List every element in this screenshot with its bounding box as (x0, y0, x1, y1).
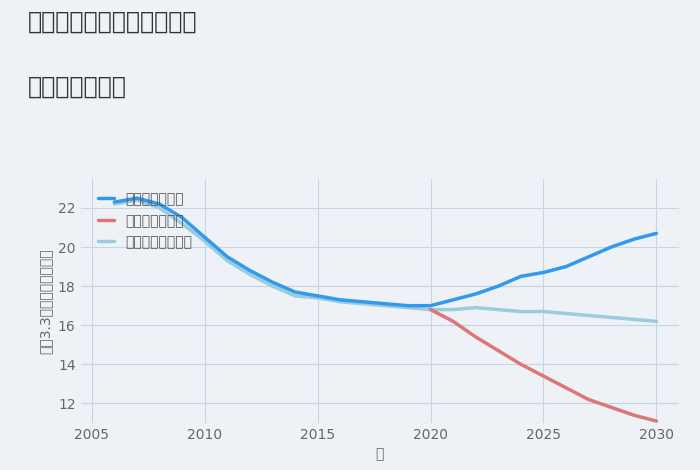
ノーマルシナリオ (449, 307, 457, 313)
ノーマルシナリオ (268, 283, 277, 289)
グッドシナリオ (629, 236, 638, 242)
ノーマルシナリオ (629, 317, 638, 322)
バッドシナリオ (517, 361, 525, 367)
バッドシナリオ (449, 319, 457, 324)
Y-axis label: 坪（3.3㎡）単価（万円）: 坪（3.3㎡）単価（万円） (38, 248, 52, 353)
グッドシナリオ (223, 254, 232, 259)
ノーマルシナリオ (426, 307, 435, 313)
グッドシナリオ (314, 293, 322, 299)
ノーマルシナリオ (562, 311, 570, 316)
バッドシナリオ (494, 348, 503, 353)
グッドシナリオ (336, 297, 344, 303)
ノーマルシナリオ (382, 303, 390, 308)
ノーマルシナリオ (133, 197, 141, 203)
ノーマルシナリオ (200, 238, 209, 244)
グッドシナリオ (426, 303, 435, 308)
グッドシナリオ (178, 215, 186, 220)
ノーマルシナリオ (336, 299, 344, 305)
ノーマルシナリオ (110, 201, 118, 207)
グッドシナリオ (268, 279, 277, 285)
バッドシナリオ (629, 412, 638, 418)
グッドシナリオ (246, 268, 254, 274)
Legend: グッドシナリオ, バッドシナリオ, ノーマルシナリオ: グッドシナリオ, バッドシナリオ, ノーマルシナリオ (93, 188, 197, 254)
グッドシナリオ (472, 291, 480, 297)
グッドシナリオ (652, 230, 661, 236)
グッドシナリオ (133, 196, 141, 201)
ノーマルシナリオ (178, 221, 186, 227)
グッドシナリオ (155, 201, 164, 207)
ノーマルシナリオ (584, 313, 593, 318)
ノーマルシナリオ (314, 295, 322, 301)
ノーマルシナリオ (358, 301, 367, 306)
ノーマルシナリオ (246, 272, 254, 277)
バッドシナリオ (607, 405, 615, 410)
ノーマルシナリオ (607, 314, 615, 320)
グッドシナリオ (404, 303, 412, 308)
グッドシナリオ (607, 244, 615, 250)
グッドシナリオ (110, 199, 118, 205)
ノーマルシナリオ (517, 309, 525, 314)
Line: グッドシナリオ: グッドシナリオ (114, 198, 657, 306)
Text: 三重県津市久居藤ヶ丘町の: 三重県津市久居藤ヶ丘町の (28, 9, 197, 33)
グッドシナリオ (494, 283, 503, 289)
バッドシナリオ (652, 418, 661, 424)
グッドシナリオ (517, 274, 525, 279)
グッドシナリオ (562, 264, 570, 269)
グッドシナリオ (584, 254, 593, 259)
バッドシナリオ (472, 334, 480, 340)
バッドシナリオ (584, 397, 593, 402)
Text: 土地の価格推移: 土地の価格推移 (28, 75, 127, 99)
グッドシナリオ (200, 235, 209, 240)
ノーマルシナリオ (494, 307, 503, 313)
グッドシナリオ (449, 297, 457, 303)
ノーマルシナリオ (539, 309, 547, 314)
バッドシナリオ (539, 373, 547, 379)
バッドシナリオ (426, 307, 435, 313)
X-axis label: 年: 年 (376, 447, 384, 462)
ノーマルシナリオ (291, 293, 300, 299)
ノーマルシナリオ (652, 319, 661, 324)
ノーマルシナリオ (155, 205, 164, 211)
Line: ノーマルシナリオ: ノーマルシナリオ (114, 200, 657, 321)
ノーマルシナリオ (223, 258, 232, 264)
Line: バッドシナリオ: バッドシナリオ (430, 310, 657, 421)
グッドシナリオ (539, 270, 547, 275)
グッドシナリオ (382, 301, 390, 306)
グッドシナリオ (358, 299, 367, 305)
ノーマルシナリオ (472, 305, 480, 311)
グッドシナリオ (291, 289, 300, 295)
バッドシナリオ (562, 385, 570, 391)
ノーマルシナリオ (404, 305, 412, 311)
